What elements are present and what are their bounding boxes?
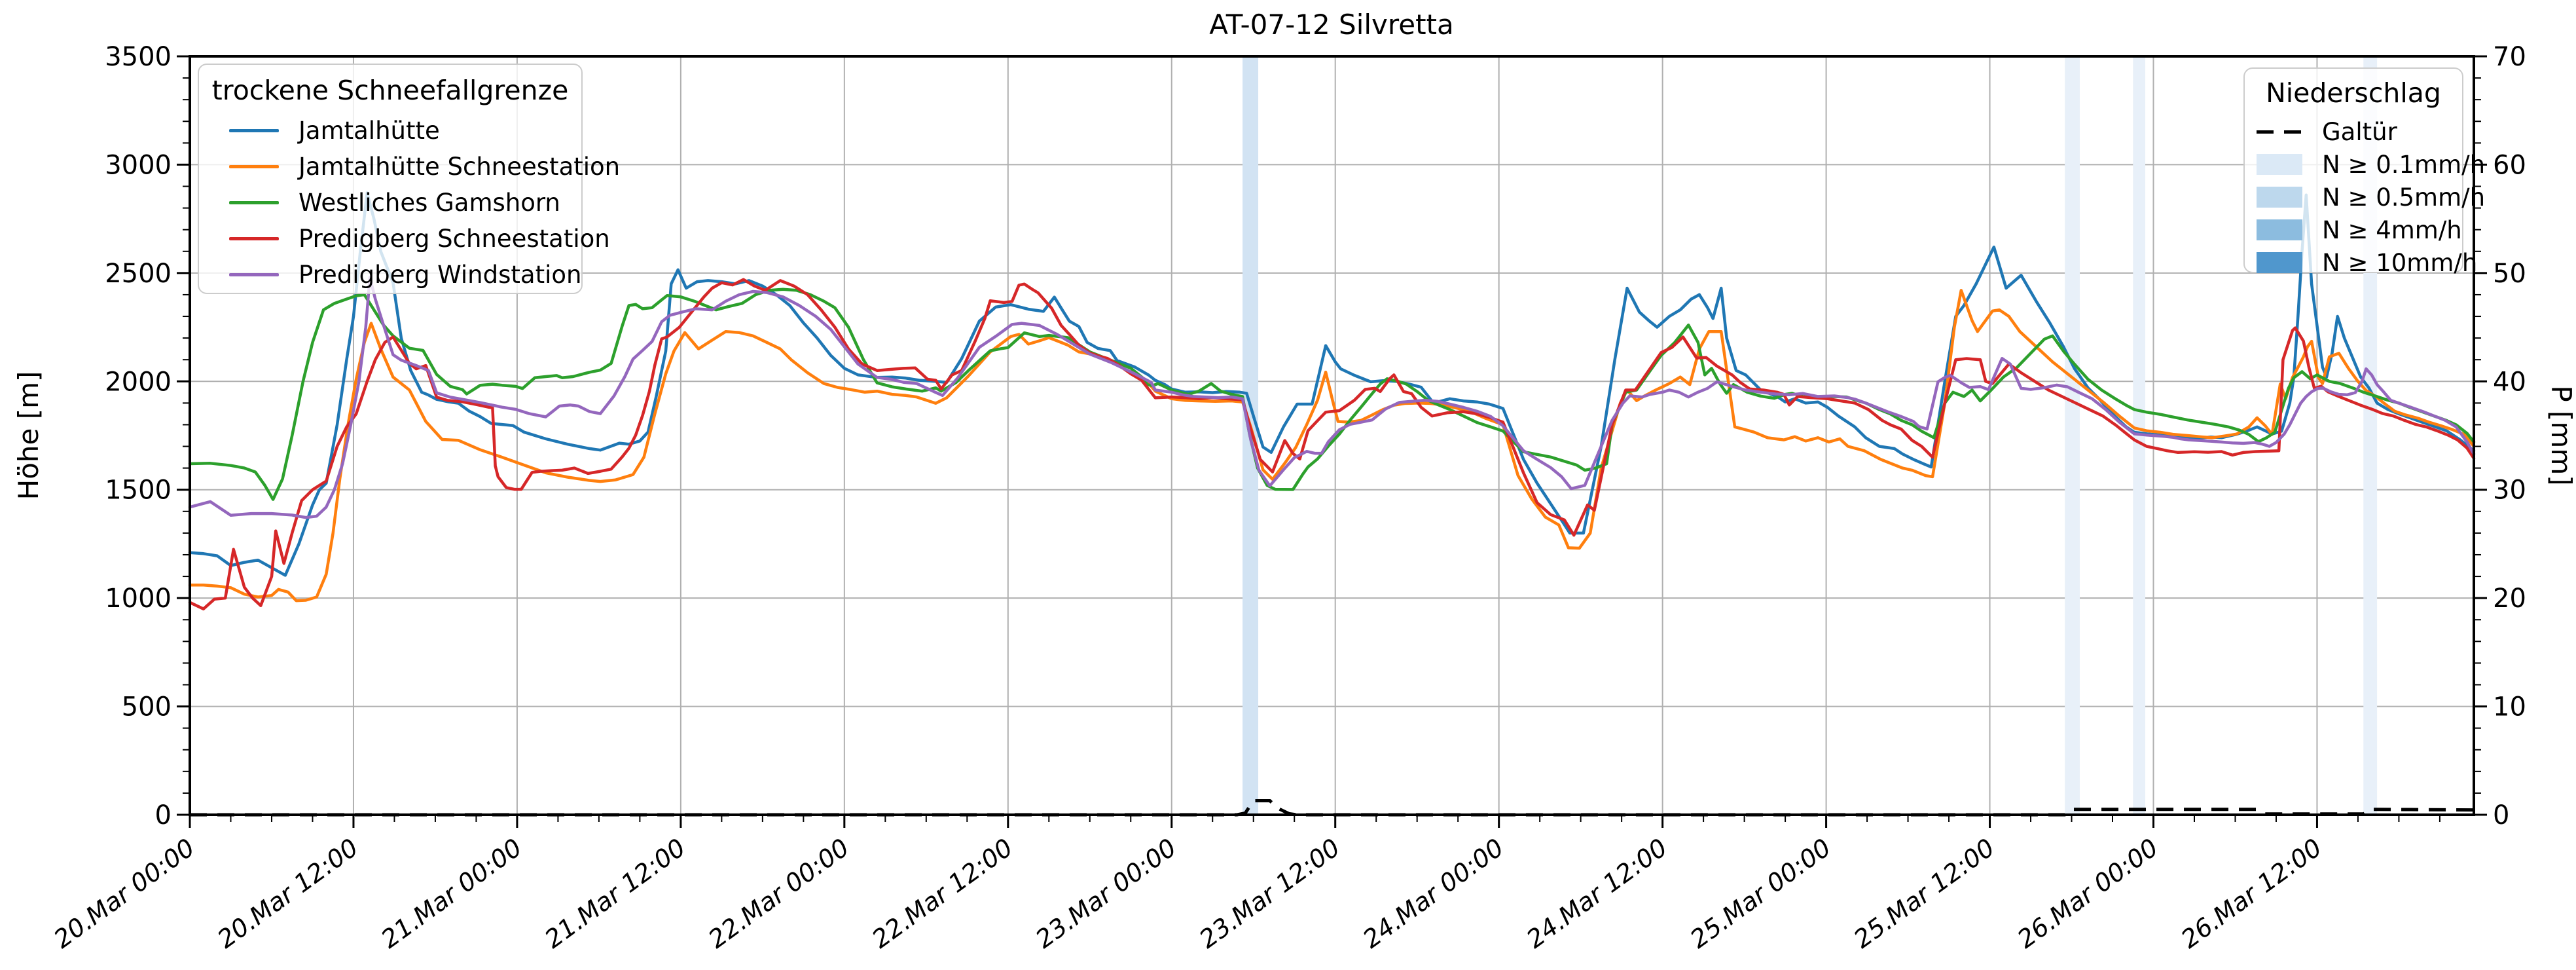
x-tick-label-11: 25.Mar 12:00: [1849, 833, 2000, 954]
legend-item-label: Predigberg Windstation: [299, 261, 582, 289]
series-lines-layer: [188, 191, 2476, 817]
y-axis-label-left: Höhe [m]: [12, 371, 45, 500]
x-tick-label-9: 24.Mar 12:00: [1521, 833, 1673, 954]
galtuer-precip-line: [190, 799, 2475, 817]
legend-item-label: N ≥ 10mm/h: [2322, 248, 2478, 277]
y-left-tick-label-3500: 3500: [105, 42, 172, 72]
legend-item-n-4mm-h: N ≥ 4mm/h: [2254, 214, 2462, 246]
legend-item-predigberg-windstation: Predigberg Windstation: [211, 257, 581, 293]
legend-item-jamtalh-tte: Jamtalhütte: [211, 113, 570, 149]
precip-level-color-patch: [2257, 154, 2302, 176]
y-left-tick-label-1500: 1500: [105, 476, 172, 506]
y-left-tick-label-2500: 2500: [105, 259, 172, 289]
x-tick-label-13: 26.Mar 12:00: [2176, 833, 2327, 954]
legend-precipitation-level-items: N ≥ 0.1mm/h N ≥ 0.5mm/h N ≥ 4mm/h N ≥ 10mm/…: [2254, 148, 2485, 279]
legend-item-label: Predigberg Schneestation: [299, 225, 610, 253]
legend-precipitation: Niederschlag Galtür N ≥ 0.1mm/h N ≥ 0.5mm…: [2243, 67, 2485, 277]
y-left-tick-label-0: 0: [155, 800, 172, 830]
legend-item-n-0-1mm-h: N ≥ 0.1mm/h: [2254, 148, 2485, 181]
legend-item-galtuer-label: Galtür: [2322, 117, 2397, 146]
axes-frame-layer: [189, 55, 2475, 816]
series-line-jamtalh-tte: [188, 191, 2476, 577]
precip-level-color-patch: [2257, 187, 2302, 208]
x-tick-label-4: 22.Mar 00:00: [703, 833, 854, 954]
x-tick-label-7: 23.Mar 12:00: [1194, 833, 1345, 954]
legend-item-label: N ≥ 0.1mm/h: [2322, 150, 2486, 179]
legend-item-jamtalh-tte-schneestation: Jamtalhütte Schneestation: [211, 149, 620, 185]
legend-item-predigberg-schneestation: Predigberg Schneestation: [211, 221, 610, 257]
series-line-jamtalh-tte-schneestation: [188, 289, 2476, 603]
y-right-tick-label-50: 50: [2493, 259, 2526, 289]
legend-item-n-10mm-h: N ≥ 10mm/h: [2254, 246, 2477, 279]
y-right-tick-label-10: 10: [2493, 692, 2526, 722]
precip-bands-layer: [1243, 56, 2378, 815]
legend-snowfall-limit-title: trockene Schneefallgrenze: [211, 75, 569, 106]
y-right-tick-label-20: 20: [2493, 584, 2526, 614]
ticks-layer: [177, 55, 2487, 828]
y-right-tick-label-30: 30: [2493, 476, 2526, 506]
series-color-swatch: [229, 201, 279, 205]
y-right-tick-label-40: 40: [2493, 367, 2526, 397]
y-axis-label-right: P [mm]: [2545, 385, 2576, 485]
x-tick-label-12: 26.Mar 00:00: [2012, 833, 2164, 954]
y-right-tick-label-70: 70: [2493, 42, 2526, 72]
series-color-swatch: [229, 129, 279, 133]
y-left-tick-label-1000: 1000: [105, 584, 172, 614]
series-line-predigberg-windstation: [188, 276, 2476, 519]
y-left-tick-label-3000: 3000: [105, 150, 172, 180]
x-tick-label-3: 21.Mar 12:00: [539, 833, 691, 954]
x-tick-label-0: 20.Mar 00:00: [48, 833, 200, 954]
legend-item-label: N ≥ 4mm/h: [2322, 215, 2462, 244]
x-tick-label-10: 25.Mar 00:00: [1685, 833, 1836, 954]
page-title: AT-07-12 Silvretta: [1209, 9, 1454, 41]
legend-item-label: Jamtalhütte: [299, 117, 440, 145]
y-left-tick-label-500: 500: [122, 692, 172, 722]
series-color-swatch: [229, 237, 279, 241]
legend-precipitation-title: Niederschlag: [2266, 77, 2441, 109]
x-tick-label-1: 20.Mar 12:00: [212, 833, 363, 954]
legend-item-label: Westliches Gamshorn: [299, 189, 560, 217]
legend-item-westliches-gamshorn: Westliches Gamshorn: [211, 185, 570, 221]
series-line-westliches-gamshorn: [188, 288, 2476, 501]
y-right-tick-label-0: 0: [2493, 800, 2509, 830]
precip-band-1: [2065, 56, 2080, 815]
series-color-swatch: [229, 273, 279, 277]
legend-snowfall-limit-items: Jamtalhütte Jamtalhütte Schneestation West…: [211, 113, 620, 293]
legend-item-n-0-5mm-h: N ≥ 0.5mm/h: [2254, 181, 2485, 214]
x-tick-label-8: 24.Mar 00:00: [1358, 833, 1509, 954]
x-tick-label-6: 23.Mar 00:00: [1030, 833, 1182, 954]
x-tick-label-2: 21.Mar 00:00: [376, 833, 527, 954]
galtuer-dashed-line-swatch: [2257, 130, 2302, 134]
series-line-predigberg-schneestation: [188, 278, 2476, 610]
y-left-tick-label-2000: 2000: [105, 367, 172, 397]
series-color-swatch: [229, 165, 279, 169]
plot-border: [189, 55, 2475, 816]
legend-item-label: N ≥ 0.5mm/h: [2322, 183, 2486, 212]
legend-item-galtuer: Galtür: [2254, 115, 2453, 148]
x-tick-label-5: 22.Mar 12:00: [867, 833, 1018, 954]
legend-item-label: Jamtalhütte Schneestation: [299, 153, 621, 181]
y-right-tick-label-60: 60: [2493, 150, 2526, 180]
precip-level-color-patch: [2257, 219, 2302, 241]
precip-level-color-patch: [2257, 252, 2302, 274]
legend-snowfall-limit: trockene Schneefallgrenze Jamtalhütte Jam…: [198, 64, 620, 294]
